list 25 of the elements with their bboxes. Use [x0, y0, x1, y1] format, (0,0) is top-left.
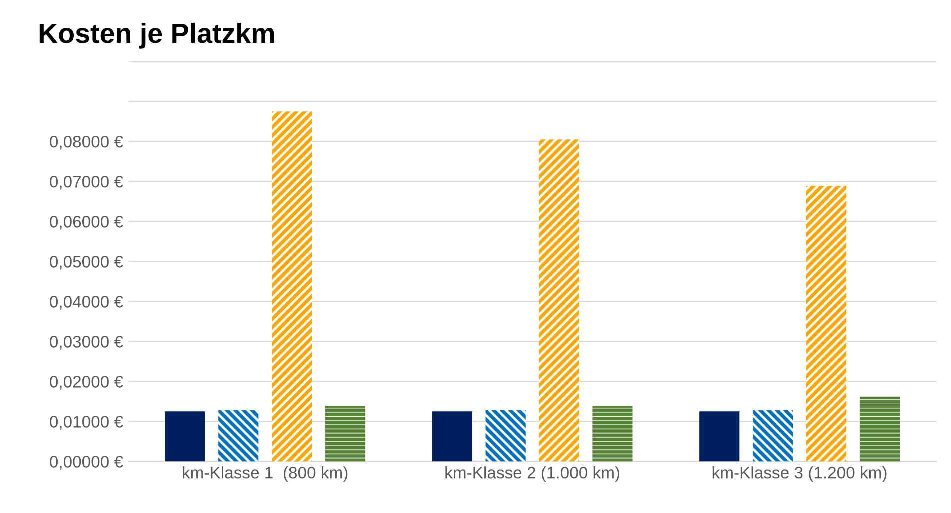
- bar: [218, 410, 259, 462]
- bar: [753, 410, 794, 462]
- bar: [432, 412, 472, 462]
- bar: [272, 112, 312, 462]
- y-tick-label: 0,04000 €: [50, 296, 124, 310]
- x-tick-label: km-Klasse 3 (1.200 km): [712, 466, 887, 482]
- bar: [592, 406, 633, 462]
- bar: [700, 412, 740, 462]
- y-tick-label: 0,01000 €: [50, 416, 124, 430]
- bar: [539, 140, 580, 462]
- y-tick-label: 0,03000 €: [50, 336, 124, 350]
- y-tick-label: 0,05000 €: [50, 256, 124, 270]
- chart-title: Kosten je Platzkm: [40, 22, 274, 49]
- bar: [486, 410, 526, 462]
- bar: [165, 412, 206, 462]
- y-tick-label: 0,08000 €: [50, 136, 124, 150]
- x-tick-label: km-Klasse 2 (1.000 km): [446, 466, 620, 482]
- y-tick-label: 0,02000 €: [50, 376, 124, 390]
- bar: [860, 396, 900, 462]
- bar: [806, 186, 847, 462]
- x-tick-label: km-Klasse 1 (800 km): [183, 466, 348, 482]
- y-tick-label: 0,07000 €: [50, 176, 124, 190]
- y-tick-label: 0,06000 €: [50, 216, 124, 230]
- bar: [325, 406, 366, 462]
- y-tick-label: 0,00000 €: [50, 456, 124, 470]
